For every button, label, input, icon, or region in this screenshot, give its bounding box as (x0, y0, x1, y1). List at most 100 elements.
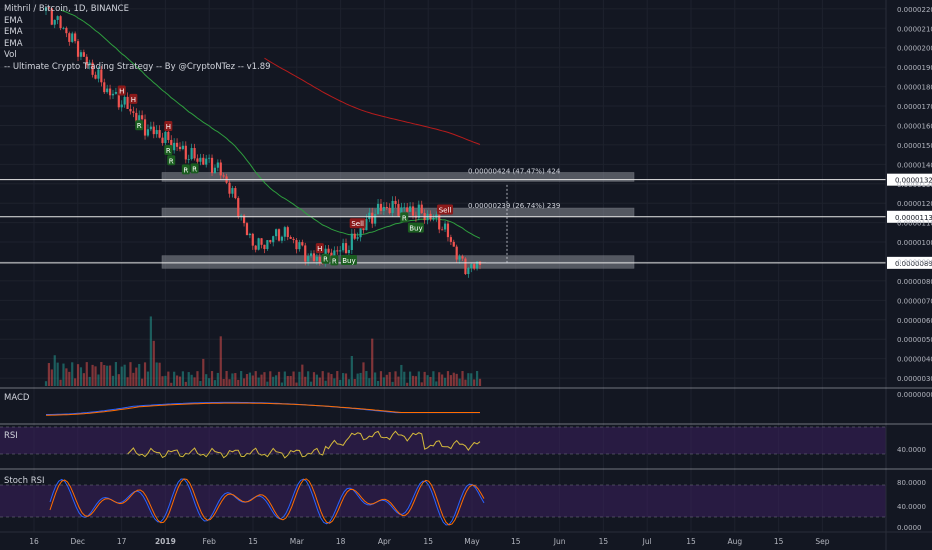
volume-bar (44, 381, 48, 386)
price-tick-label: 0.00000500 (897, 336, 932, 344)
candle-body (135, 112, 138, 123)
volume-bar (286, 376, 289, 386)
signal-badge (167, 155, 176, 166)
price-level-tag (887, 173, 932, 186)
volume-bar (277, 371, 281, 386)
stoch-pane-label[interactable]: Stoch RSI (4, 476, 45, 486)
volume-bar (260, 374, 263, 386)
volume-bar (242, 378, 246, 386)
volume-bar (82, 373, 85, 386)
volume-legend[interactable]: Vol (4, 50, 17, 60)
time-tick-label: Apr (378, 537, 392, 546)
price-zone (161, 172, 635, 182)
ema-legend-1[interactable]: EMA (4, 15, 23, 26)
candle-body (277, 229, 281, 241)
candle-body (350, 233, 353, 251)
price-tick-label: 0.00000800 (897, 278, 932, 286)
candle-body (167, 131, 170, 140)
volume-bar (353, 379, 356, 386)
volume-bar (269, 371, 272, 386)
signal-badge (129, 93, 138, 104)
indicator-tick-label: 0.0000 (897, 524, 922, 532)
candle-body (47, 7, 51, 9)
candle-body (210, 157, 214, 174)
candle-body (470, 264, 473, 269)
candle-body (132, 111, 135, 113)
volume-bar (368, 378, 371, 386)
stoch-k-line (49, 478, 485, 526)
strategy-legend[interactable]: -- Ultimate Crypto Trading Strategy -- B… (4, 61, 271, 72)
candle-body (152, 126, 155, 135)
indicator-axes: 0.0000000 40.0000 80.0000 40.0000 0.0000 (897, 391, 932, 532)
candle-body (475, 261, 479, 269)
volume-bar (53, 355, 56, 386)
candle-body (164, 131, 167, 144)
candle-body (298, 242, 301, 250)
volume-bars (44, 316, 482, 386)
candle-body (143, 119, 147, 136)
volume-bar (155, 362, 158, 386)
volume-bar (146, 371, 150, 386)
price-level-label: 0.00001321 (895, 177, 932, 185)
candle-body (374, 214, 377, 224)
symbol-title[interactable]: Mithril / Bitcoin, 1D, BINANCE (4, 4, 129, 14)
candle-body (443, 223, 447, 230)
volume-bar (266, 381, 269, 386)
volume-bar (263, 372, 266, 386)
candle-body (129, 108, 132, 112)
price-level-tag (887, 256, 932, 269)
candle-body (397, 204, 400, 216)
rsi-pane-label[interactable]: RSI (4, 431, 18, 441)
candle-body (286, 227, 289, 237)
volume-bar (432, 371, 435, 386)
volume-bar (254, 371, 257, 386)
price-tick-label: 0.00000300 (897, 375, 932, 383)
macd-pane-label[interactable]: MACD (4, 393, 30, 403)
time-tick-label: May (464, 537, 480, 546)
volume-bar (208, 378, 211, 386)
volume-bar (173, 371, 176, 386)
volume-bar (397, 376, 400, 386)
candle-body (222, 175, 225, 177)
candle-body (304, 245, 307, 262)
candle-body (301, 242, 304, 246)
volume-bar (321, 371, 324, 386)
candle-body (295, 240, 298, 250)
candle-body (88, 62, 91, 66)
price-axis[interactable]: 0.00000300 0.00000400 0.00000500 0.00000600… (897, 6, 932, 383)
volume-bar (347, 379, 351, 386)
chart-legend: Mithril / Bitcoin, 1D, BINANCE EMA EMA E… (4, 4, 271, 73)
candle-body (245, 223, 249, 236)
candle-body (219, 162, 222, 176)
ema-legend-2[interactable]: EMA (4, 27, 23, 37)
candle-body (123, 96, 126, 105)
volume-bar (193, 377, 196, 386)
ema-legend-3[interactable]: EMA (4, 38, 23, 49)
measurement-tools[interactable]: 0.00000424 (47.47%) 424 0.00000239 (26.74… (468, 168, 561, 264)
time-tick-label: 16 (29, 537, 39, 546)
volume-bar (275, 375, 278, 386)
volume-bar (333, 378, 336, 386)
candle-body (388, 208, 391, 214)
candle-body (240, 215, 243, 217)
time-tick-label: Jul (642, 537, 652, 546)
candle-body (455, 246, 458, 260)
candle-body (114, 92, 118, 94)
candle-body (205, 158, 208, 165)
candle-body (408, 206, 412, 212)
time-axis[interactable]: 16 Dec 17 2019 Feb 15 Mar 18 Apr 15 May 15 Jun 15 Jul 1… (29, 537, 829, 546)
signal-badge (117, 85, 126, 96)
volume-bar (342, 373, 345, 386)
volume-bar (62, 363, 65, 386)
rsi-band (0, 427, 886, 454)
candle-body (467, 268, 470, 275)
volume-bar (461, 371, 464, 386)
candle-body (353, 233, 356, 239)
measurement-label: 0.00000239 (26.74%) 239 (468, 202, 560, 210)
volume-bar (455, 373, 458, 386)
volume-bar (289, 376, 292, 386)
